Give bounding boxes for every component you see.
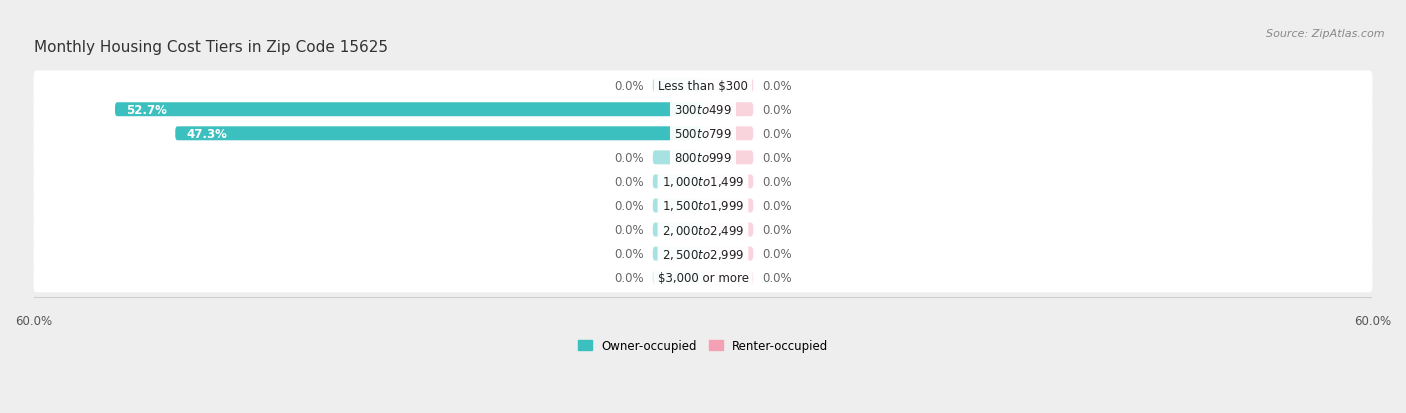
FancyBboxPatch shape xyxy=(703,103,754,117)
FancyBboxPatch shape xyxy=(703,127,754,141)
Text: Less than $300: Less than $300 xyxy=(658,79,748,93)
Text: $2,500 to $2,999: $2,500 to $2,999 xyxy=(662,247,744,261)
Text: 52.7%: 52.7% xyxy=(127,104,167,116)
Text: $300 to $499: $300 to $499 xyxy=(673,104,733,116)
FancyBboxPatch shape xyxy=(652,199,703,213)
FancyBboxPatch shape xyxy=(34,71,1372,101)
FancyBboxPatch shape xyxy=(652,247,703,261)
FancyBboxPatch shape xyxy=(703,271,754,285)
Text: 0.0%: 0.0% xyxy=(614,199,644,212)
FancyBboxPatch shape xyxy=(34,143,1372,173)
Text: 0.0%: 0.0% xyxy=(614,247,644,261)
Text: Source: ZipAtlas.com: Source: ZipAtlas.com xyxy=(1267,29,1385,39)
FancyBboxPatch shape xyxy=(176,127,703,141)
Text: $1,000 to $1,499: $1,000 to $1,499 xyxy=(662,175,744,189)
Text: $3,000 or more: $3,000 or more xyxy=(658,271,748,285)
Text: 0.0%: 0.0% xyxy=(614,79,644,93)
FancyBboxPatch shape xyxy=(703,151,754,165)
Text: 0.0%: 0.0% xyxy=(762,223,792,237)
Text: 0.0%: 0.0% xyxy=(614,271,644,285)
Text: 0.0%: 0.0% xyxy=(762,128,792,140)
Text: 0.0%: 0.0% xyxy=(614,176,644,188)
Text: $800 to $999: $800 to $999 xyxy=(673,152,733,164)
Text: 0.0%: 0.0% xyxy=(762,247,792,261)
Text: 0.0%: 0.0% xyxy=(762,79,792,93)
FancyBboxPatch shape xyxy=(652,175,703,189)
Text: 0.0%: 0.0% xyxy=(762,152,792,164)
FancyBboxPatch shape xyxy=(652,151,703,165)
FancyBboxPatch shape xyxy=(34,215,1372,244)
FancyBboxPatch shape xyxy=(703,79,754,93)
Text: $500 to $799: $500 to $799 xyxy=(673,128,733,140)
Text: 0.0%: 0.0% xyxy=(762,104,792,116)
Legend: Owner-occupied, Renter-occupied: Owner-occupied, Renter-occupied xyxy=(572,335,834,357)
Text: 0.0%: 0.0% xyxy=(614,152,644,164)
FancyBboxPatch shape xyxy=(652,271,703,285)
FancyBboxPatch shape xyxy=(34,263,1372,292)
FancyBboxPatch shape xyxy=(34,95,1372,125)
Text: $2,000 to $2,499: $2,000 to $2,499 xyxy=(662,223,744,237)
FancyBboxPatch shape xyxy=(34,167,1372,197)
Text: $1,500 to $1,999: $1,500 to $1,999 xyxy=(662,199,744,213)
Text: Monthly Housing Cost Tiers in Zip Code 15625: Monthly Housing Cost Tiers in Zip Code 1… xyxy=(34,40,388,55)
FancyBboxPatch shape xyxy=(34,119,1372,149)
FancyBboxPatch shape xyxy=(703,175,754,189)
FancyBboxPatch shape xyxy=(652,223,703,237)
FancyBboxPatch shape xyxy=(34,240,1372,268)
Text: 47.3%: 47.3% xyxy=(187,128,228,140)
Text: 0.0%: 0.0% xyxy=(614,223,644,237)
FancyBboxPatch shape xyxy=(34,191,1372,221)
FancyBboxPatch shape xyxy=(703,199,754,213)
FancyBboxPatch shape xyxy=(115,103,703,117)
FancyBboxPatch shape xyxy=(652,79,703,93)
Text: 0.0%: 0.0% xyxy=(762,176,792,188)
FancyBboxPatch shape xyxy=(703,247,754,261)
Text: 0.0%: 0.0% xyxy=(762,271,792,285)
FancyBboxPatch shape xyxy=(703,223,754,237)
Text: 0.0%: 0.0% xyxy=(762,199,792,212)
